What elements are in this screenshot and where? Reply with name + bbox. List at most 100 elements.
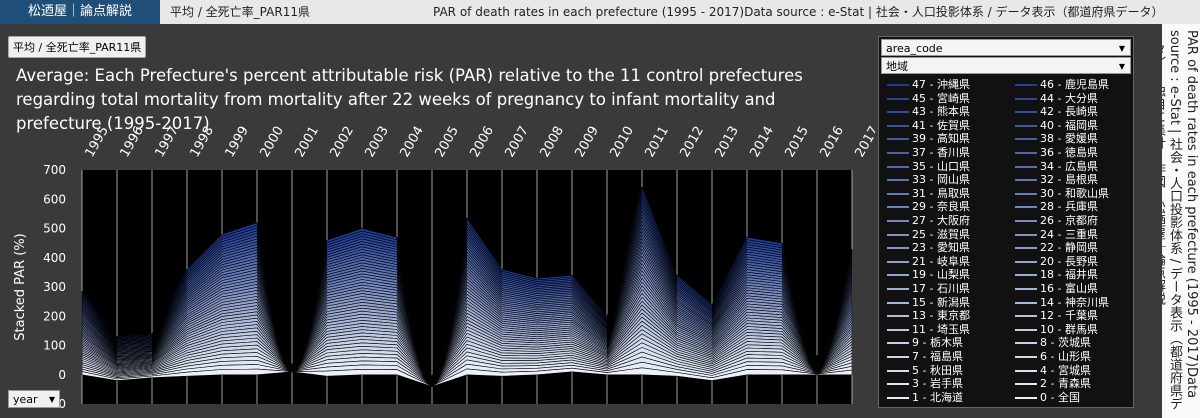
x-tick-label: 2016 bbox=[817, 124, 847, 160]
chevron-down-icon: ▼ bbox=[1118, 44, 1125, 53]
area-band[interactable] bbox=[81, 367, 853, 387]
x-tick-label: 2009 bbox=[572, 124, 602, 160]
filter-chip[interactable]: 平均 / 全死亡率_PAR11県 bbox=[8, 36, 147, 58]
legend-item[interactable]: 8 - 茨城県 bbox=[1015, 335, 1091, 351]
breadcrumb[interactable]: 平均 / 全死亡率_PAR11県 bbox=[170, 5, 310, 19]
legend-item[interactable]: 22 - 静岡県 bbox=[1015, 240, 1098, 256]
legend-item[interactable]: 27 - 大阪府 bbox=[887, 213, 970, 229]
legend-item[interactable]: 16 - 富山県 bbox=[1015, 281, 1098, 297]
legend-swatch bbox=[887, 233, 909, 236]
legend-label: 6 - 山形県 bbox=[1040, 350, 1091, 363]
area-code-dropdown[interactable]: area_code ▼ bbox=[881, 39, 1131, 56]
legend-label: 34 - 広島県 bbox=[1040, 159, 1098, 173]
legend-item[interactable]: 42 - 長崎県 bbox=[1015, 104, 1098, 120]
legend-item[interactable]: 1 - 北海道 bbox=[887, 390, 963, 406]
x-tick-label: 2008 bbox=[537, 124, 567, 160]
legend-swatch bbox=[1015, 383, 1037, 386]
x-tick-label: 2017 bbox=[852, 124, 875, 160]
legend-item[interactable]: 41 - 佐賀県 bbox=[887, 118, 970, 134]
legend-swatch bbox=[887, 301, 909, 304]
legend-label: 19 - 山梨県 bbox=[912, 268, 970, 282]
legend-label: 41 - 佐賀県 bbox=[912, 118, 970, 132]
legend-label: 7 - 福島県 bbox=[912, 350, 963, 363]
region-dropdown[interactable]: 地域 ▼ bbox=[881, 57, 1131, 74]
x-tick-label: 1995 bbox=[82, 124, 112, 160]
legend-item[interactable]: 6 - 山形県 bbox=[1015, 349, 1091, 365]
legend-item[interactable]: 23 - 愛知県 bbox=[887, 240, 970, 256]
legend-item[interactable]: 36 - 徳島県 bbox=[1015, 145, 1098, 161]
legend-item[interactable]: 43 - 熊本県 bbox=[887, 104, 970, 120]
legend-label: 36 - 徳島県 bbox=[1040, 146, 1098, 159]
legend-swatch bbox=[1015, 84, 1037, 86]
legend-item[interactable]: 45 - 宮崎県 bbox=[887, 91, 970, 107]
legend-item[interactable]: 5 - 秋田県 bbox=[887, 363, 963, 379]
legend-item[interactable]: 35 - 山口県 bbox=[887, 159, 970, 175]
year-select[interactable]: year ▼ bbox=[8, 390, 60, 408]
legend-swatch bbox=[1015, 111, 1037, 114]
legend-label: 8 - 茨城県 bbox=[1040, 336, 1091, 350]
legend-label: 28 - 兵庫県 bbox=[1040, 200, 1098, 214]
legend-item[interactable]: 11 - 埼玉県 bbox=[887, 322, 970, 338]
legend-item[interactable]: 34 - 広島県 bbox=[1015, 159, 1098, 175]
legend-item[interactable]: 37 - 香川県 bbox=[887, 145, 970, 161]
legend-swatch bbox=[887, 260, 909, 263]
legend-item[interactable]: 33 - 岡山県 bbox=[887, 172, 970, 188]
legend-swatch bbox=[887, 396, 909, 399]
legend-item[interactable]: 3 - 岩手県 bbox=[887, 376, 963, 392]
x-tick-label: 2014 bbox=[747, 124, 777, 160]
legend-swatch bbox=[1015, 138, 1037, 141]
legend-label: 37 - 香川県 bbox=[912, 146, 970, 159]
legend-item[interactable]: 15 - 新潟県 bbox=[887, 295, 970, 311]
legend-item[interactable]: 39 - 高知県 bbox=[887, 131, 970, 147]
legend-item[interactable]: 0 - 全国 bbox=[1015, 390, 1080, 406]
legend-swatch bbox=[1015, 396, 1037, 399]
legend-swatch bbox=[1015, 165, 1037, 168]
legend-item[interactable]: 7 - 福島県 bbox=[887, 349, 963, 365]
x-tick-label: 2010 bbox=[607, 124, 637, 160]
legend-swatch bbox=[887, 315, 909, 318]
legend-item[interactable]: 18 - 福井県 bbox=[1015, 267, 1098, 283]
legend-label: 11 - 埼玉県 bbox=[912, 322, 970, 336]
legend-item[interactable]: 21 - 岐阜県 bbox=[887, 254, 970, 270]
legend-label: 16 - 富山県 bbox=[1040, 282, 1098, 295]
legend-item[interactable]: 25 - 滋賀県 bbox=[887, 227, 970, 243]
legend-swatch bbox=[1015, 233, 1037, 236]
x-tick-label: 2005 bbox=[432, 124, 462, 160]
legend-swatch bbox=[1015, 315, 1037, 318]
legend-item[interactable]: 17 - 石川県 bbox=[887, 281, 970, 297]
legend-item[interactable]: 9 - 栃木県 bbox=[887, 335, 963, 351]
legend-item[interactable]: 24 - 三重県 bbox=[1015, 227, 1098, 243]
brand-logo[interactable]: 松迺屋｜論点解説 bbox=[0, 0, 160, 24]
legend-item[interactable]: 12 - 千葉県 bbox=[1015, 308, 1098, 324]
legend-swatch bbox=[1015, 369, 1037, 372]
y-tick-label: 700 bbox=[43, 163, 66, 177]
legend-label: 33 - 岡山県 bbox=[912, 173, 970, 187]
legend-item[interactable]: 10 - 群馬県 bbox=[1015, 322, 1098, 338]
x-tick-label: 2013 bbox=[712, 124, 742, 160]
legend-item[interactable]: 47 - 沖縄県 bbox=[887, 77, 970, 93]
legend-label: 30 - 和歌山県 bbox=[1040, 186, 1109, 200]
legend-item[interactable]: 46 - 鹿児島県 bbox=[1015, 77, 1109, 93]
x-tick-label: 2012 bbox=[677, 124, 707, 160]
legend-item[interactable]: 38 - 愛媛県 bbox=[1015, 131, 1098, 147]
legend-item[interactable]: 20 - 長野県 bbox=[1015, 254, 1098, 270]
chart-svg: 1995 1996 1997 1998 1999 2000 2001 2002 2003 2004… bbox=[13, 124, 875, 411]
legend-item[interactable]: 30 - 和歌山県 bbox=[1015, 186, 1109, 202]
legend-swatch bbox=[1015, 274, 1037, 277]
legend-item[interactable]: 40 - 福岡県 bbox=[1015, 118, 1098, 134]
legend-swatch bbox=[887, 192, 909, 195]
legend-item[interactable]: 26 - 京都府 bbox=[1015, 213, 1098, 229]
legend-item[interactable]: 13 - 東京都 bbox=[887, 308, 970, 324]
legend-panel: area_code ▼ 地域 ▼ 47 - 沖縄県 45 - 宮崎県 43 - 熊本… bbox=[878, 36, 1134, 408]
legend-item[interactable]: 2 - 青森県 bbox=[1015, 376, 1091, 392]
legend-item[interactable]: 44 - 大分県 bbox=[1015, 91, 1098, 107]
legend-item[interactable]: 32 - 島根県 bbox=[1015, 172, 1098, 188]
legend-item[interactable]: 4 - 宮城県 bbox=[1015, 363, 1091, 379]
legend-item[interactable]: 28 - 兵庫県 bbox=[1015, 199, 1098, 215]
legend-item[interactable]: 29 - 奈良県 bbox=[887, 199, 970, 215]
legend-item[interactable]: 14 - 神奈川県 bbox=[1015, 295, 1109, 311]
x-tick-label: 2003 bbox=[362, 124, 392, 160]
legend-item[interactable]: 31 - 鳥取県 bbox=[887, 186, 970, 202]
legend-item[interactable]: 19 - 山梨県 bbox=[887, 267, 970, 283]
y-tick-label: 300 bbox=[43, 280, 66, 294]
